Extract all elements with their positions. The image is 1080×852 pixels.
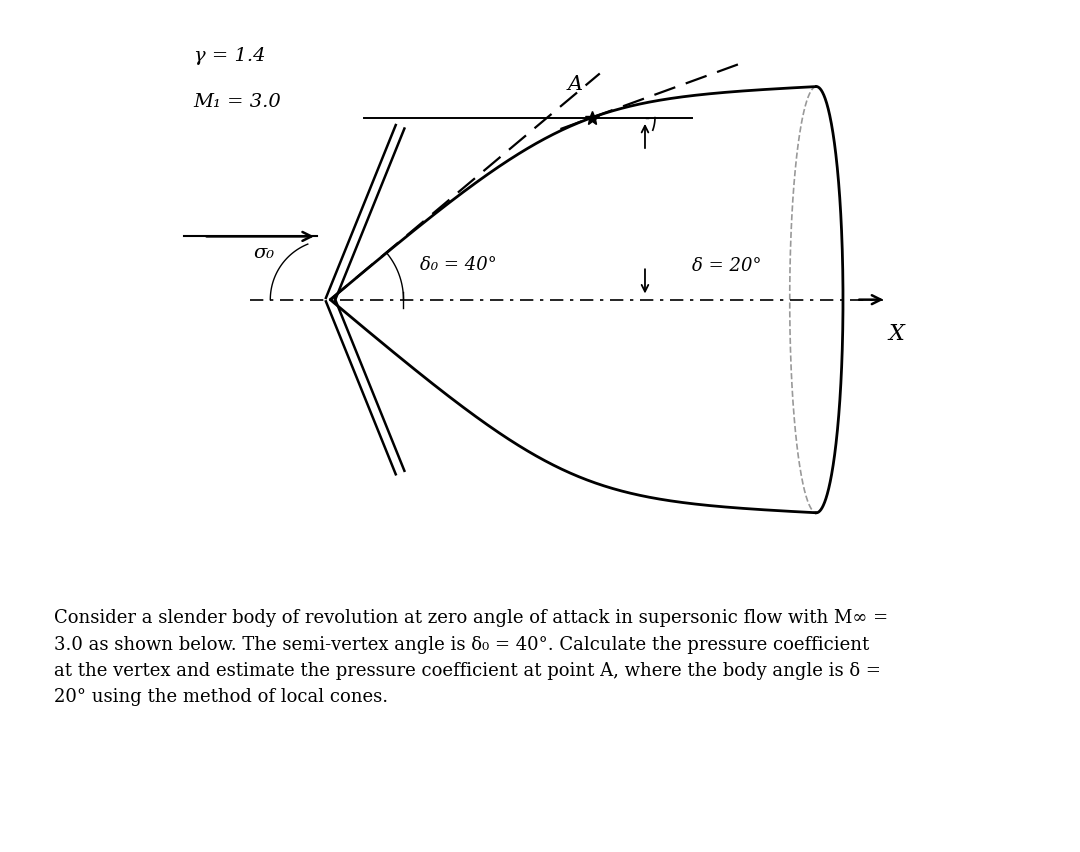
Text: Consider a slender body of revolution at zero angle of attack in supersonic flow: Consider a slender body of revolution at… — [54, 609, 888, 706]
Text: γ = 1.4: γ = 1.4 — [193, 47, 266, 65]
Text: M₁ = 3.0: M₁ = 3.0 — [193, 93, 282, 112]
Text: δ = 20°: δ = 20° — [691, 257, 761, 275]
Text: δ₀ = 40°: δ₀ = 40° — [420, 256, 497, 274]
Text: σ₀: σ₀ — [253, 244, 274, 262]
Text: A: A — [567, 75, 582, 95]
Text: X: X — [889, 323, 904, 345]
